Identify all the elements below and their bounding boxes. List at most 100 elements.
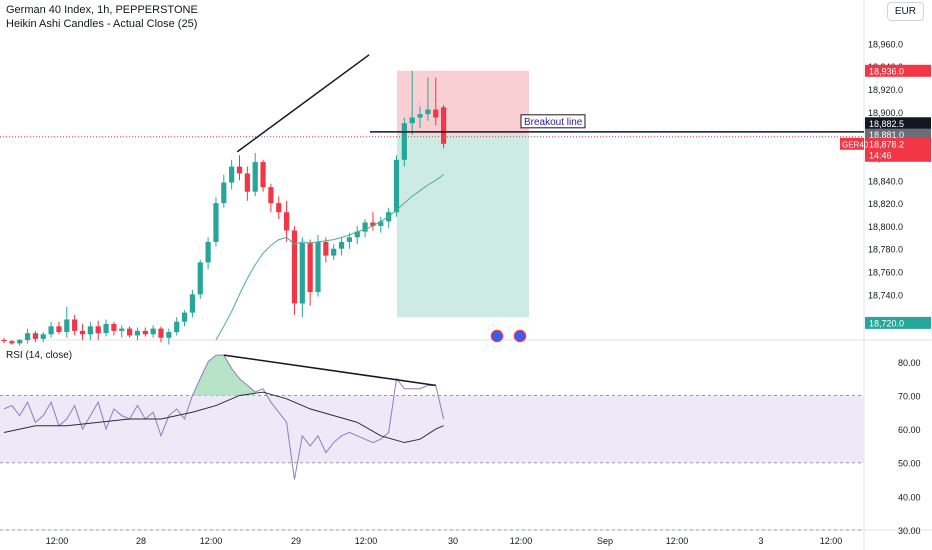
candle-body xyxy=(260,162,266,188)
candle-body xyxy=(9,341,15,344)
rsi-band xyxy=(0,395,864,463)
price-label-breakout-bg xyxy=(865,117,931,130)
candle-body xyxy=(221,182,227,204)
candle-body xyxy=(252,162,258,192)
candle-body xyxy=(40,334,46,339)
price-tick-label: 18,760.0 xyxy=(868,268,903,278)
candle-body xyxy=(393,159,400,213)
candle-body xyxy=(166,332,172,338)
price-tick-label: 18,900.0 xyxy=(868,108,903,118)
candle-body xyxy=(299,243,305,304)
rsi-divergence-line xyxy=(223,354,436,387)
time-tick-label: 12:00 xyxy=(510,536,533,546)
currency-button[interactable]: EUR xyxy=(886,2,924,21)
indicator-subtitle: Heikin Ashi Candles - Actual Close (25) xyxy=(6,18,198,30)
candle-body xyxy=(362,222,368,232)
last-price-label: 18,878.2 xyxy=(869,139,904,149)
event-icon xyxy=(513,329,527,343)
candle-body xyxy=(17,340,23,344)
candle-body xyxy=(95,326,101,334)
rsi-tick-label: 30.00 xyxy=(898,526,921,536)
rsi-overbought-fill xyxy=(192,355,256,396)
ma-line xyxy=(215,174,444,341)
price-tick-label: 18,920.0 xyxy=(868,85,903,95)
rsi-tick-label: 50.00 xyxy=(898,459,921,469)
candle-body xyxy=(378,221,384,226)
candle-body xyxy=(205,241,211,263)
countdown-label: 14:46 xyxy=(869,150,892,160)
rsi-ma-line xyxy=(3,391,444,444)
price-tick-label: 18,780.0 xyxy=(868,245,903,255)
candle-body xyxy=(79,330,86,335)
candle-body xyxy=(103,324,109,334)
rsi-tick-label: 70.00 xyxy=(898,391,921,401)
symbol-tag-bg xyxy=(840,137,864,150)
price-label-breakout: 18,882.5 xyxy=(869,119,904,129)
candle-body xyxy=(1,340,7,342)
candle-body xyxy=(142,330,148,335)
candle-body xyxy=(236,166,243,174)
price-tick-label: 18,840.0 xyxy=(868,176,903,186)
candle-body xyxy=(32,333,38,339)
price-tick-label: 18,740.0 xyxy=(868,290,903,300)
candle-body xyxy=(197,262,203,295)
breakout-label-box xyxy=(520,114,586,129)
candle-body xyxy=(331,248,337,256)
candle-body xyxy=(158,328,164,338)
candle-body xyxy=(323,241,329,256)
candle-body xyxy=(174,321,180,333)
candle-body xyxy=(409,117,415,124)
candle-body xyxy=(417,114,423,118)
symbol-title: German 40 Index, 1h, PEPPERSTONE xyxy=(6,4,198,16)
candle-body xyxy=(134,330,141,336)
candle-body xyxy=(284,212,290,231)
candle-body xyxy=(370,222,376,226)
candle-body xyxy=(425,109,431,115)
rsi-tick-label: 40.00 xyxy=(898,492,921,502)
time-tick-label: 28 xyxy=(136,536,146,546)
price-tick-label: 18,800.0 xyxy=(868,222,903,232)
time-tick-label: Sep xyxy=(597,536,613,546)
candle-body xyxy=(150,328,156,335)
candle-body xyxy=(307,243,313,293)
price-label-high-bg xyxy=(865,64,931,77)
candle-body xyxy=(24,333,31,340)
candle-body xyxy=(87,326,93,335)
candle-body xyxy=(119,328,125,331)
candle-body xyxy=(111,324,117,331)
price-tick-label: 18,820.0 xyxy=(868,199,903,209)
time-tick-label: 12:00 xyxy=(46,536,69,546)
candle-body xyxy=(276,203,282,213)
time-tick-label: 12:00 xyxy=(355,536,378,546)
time-tick-label: 12:00 xyxy=(820,536,843,546)
candle-body xyxy=(127,328,133,336)
candle-body xyxy=(48,326,54,335)
price-label-mid: 18,881.0 xyxy=(869,130,904,140)
trendline xyxy=(236,54,370,153)
rsi-tick-label: 60.00 xyxy=(898,425,921,435)
price-tick-label: 18,960.0 xyxy=(868,39,903,49)
price-label-low: 18,720.0 xyxy=(869,318,904,328)
breakout-label: Breakout line xyxy=(524,117,583,128)
symbol-tag: GER40 xyxy=(842,140,869,149)
rsi-title: RSI (14, close) xyxy=(6,350,72,361)
last-price-bg xyxy=(865,137,931,162)
price-label-high: 18,936.0 xyxy=(869,66,904,76)
candle-body xyxy=(401,123,407,160)
time-tick-label: 12:00 xyxy=(200,536,223,546)
candle-body xyxy=(338,241,345,249)
candle-body xyxy=(433,109,439,118)
candle-body xyxy=(56,326,62,333)
rsi-tick-label: 80.00 xyxy=(898,358,921,368)
candle-body xyxy=(64,319,70,333)
event-icon xyxy=(490,329,504,343)
candle-body xyxy=(181,312,188,322)
price-label-mid-bg xyxy=(865,128,931,141)
candle-body xyxy=(268,187,274,204)
candle-body xyxy=(441,107,447,144)
time-tick-label: 12:00 xyxy=(666,536,689,546)
stop-loss-zone xyxy=(397,70,529,135)
candle-body xyxy=(315,241,321,293)
price-label-low-bg xyxy=(865,316,931,329)
